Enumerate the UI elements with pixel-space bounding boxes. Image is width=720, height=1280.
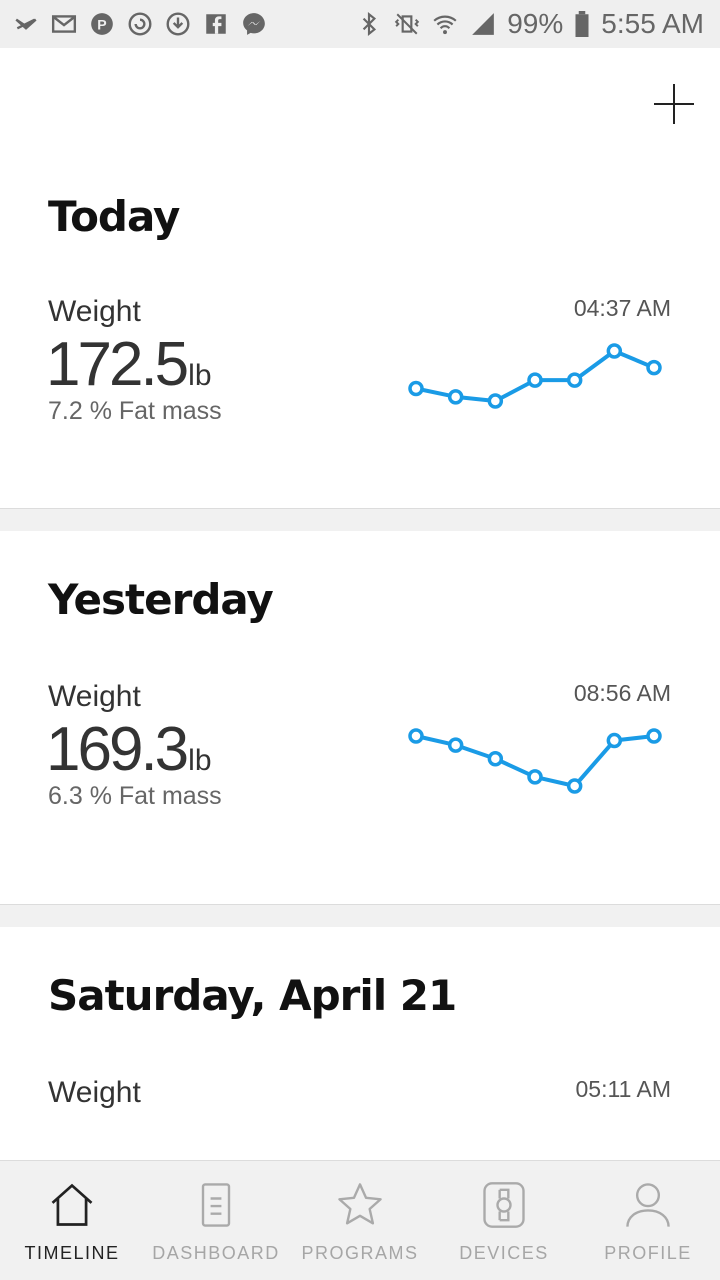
sparkline-point <box>646 359 662 376</box>
nav-label: DASHBOARD <box>152 1243 280 1263</box>
sparkline-point <box>606 732 623 749</box>
day-title: Saturday, April 21 <box>48 971 457 1020</box>
gmail-icon <box>50 10 78 38</box>
messenger-icon <box>240 10 268 38</box>
nav-label: PROFILE <box>604 1243 692 1263</box>
sparkline-point <box>527 372 543 388</box>
nav-devices[interactable]: DEVICES <box>432 1161 576 1280</box>
weight-sparkline <box>408 728 662 794</box>
day-title: Today <box>48 192 180 241</box>
sparkline-point <box>566 372 583 388</box>
wifi-icon <box>431 10 459 38</box>
pinterest-icon: P <box>88 10 116 38</box>
sparkline-point <box>408 728 424 744</box>
entry-label: Weight <box>48 295 141 328</box>
sparkline-point <box>566 778 583 794</box>
sync-icon <box>126 10 154 38</box>
bluetooth-icon <box>355 10 383 38</box>
star-icon <box>338 1183 382 1225</box>
entry-value: 169.3 lb <box>46 714 212 785</box>
entry-label: Weight <box>48 1076 141 1109</box>
add-measurement-button[interactable] <box>654 84 694 124</box>
status-bar: P 99% 5:55 AM <box>0 0 720 48</box>
day-card-today: Today Weight 04:37 AM 172.5 lb 7.2 % Fat… <box>0 48 720 509</box>
fat-mass: 7.2 % Fat mass <box>48 397 222 425</box>
facebook-icon <box>202 10 230 38</box>
battery-icon <box>573 10 591 38</box>
weight-sparkline <box>408 343 662 409</box>
weight-unit: lb <box>188 359 212 392</box>
weight-unit: lb <box>188 744 212 777</box>
sparkline-point <box>487 750 504 767</box>
bottom-nav: TIMELINE DASHBOARD PROGRAMS DEVICES PROF… <box>0 1160 720 1280</box>
status-left: P <box>12 10 268 38</box>
nav-label: TIMELINE <box>24 1243 120 1263</box>
home-icon <box>51 1183 93 1226</box>
sparkline-point <box>408 380 424 397</box>
sparkline-point <box>606 343 623 359</box>
fat-mass: 6.3 % Fat mass <box>48 782 222 810</box>
nav-profile[interactable]: PROFILE <box>576 1161 720 1280</box>
sparkline-point <box>487 393 504 409</box>
notification-off-icon <box>12 10 40 38</box>
nav-timeline[interactable]: TIMELINE <box>0 1161 144 1280</box>
sparkline-point <box>447 737 464 753</box>
timeline-feed[interactable]: Today Weight 04:37 AM 172.5 lb 7.2 % Fat… <box>0 48 720 1160</box>
signal-icon <box>469 10 497 38</box>
entry-time: 05:11 AM <box>575 1076 671 1102</box>
vibrate-icon <box>393 10 421 38</box>
svg-text:P: P <box>97 16 106 32</box>
clock: 5:55 AM <box>601 8 704 39</box>
sparkline-point <box>527 769 543 785</box>
sparkline-point <box>447 389 464 405</box>
nav-dashboard[interactable]: DASHBOARD <box>144 1161 288 1280</box>
day-title: Yesterday <box>48 575 274 624</box>
entry-time: 04:37 AM <box>573 295 671 321</box>
entry-time: 08:56 AM <box>573 680 671 706</box>
nav-label: PROGRAMS <box>301 1243 419 1263</box>
top-bar <box>0 48 720 160</box>
weight-entry[interactable]: Weight 05:11 AM <box>0 1062 720 1160</box>
weight-value: 169.3 <box>46 715 189 784</box>
status-right: 99% 5:55 AM <box>355 8 704 40</box>
weight-entry[interactable]: Weight 08:56 AM 169.3 lb 6.3 % Fat mass <box>0 666 720 866</box>
sparkline-point <box>646 728 662 744</box>
entry-value: 172.5 lb <box>46 329 212 400</box>
weight-entry[interactable]: Weight 04:37 AM 172.5 lb 7.2 % Fat mass <box>0 281 720 481</box>
nav-programs[interactable]: PROGRAMS <box>288 1161 432 1280</box>
day-card-yesterday: Yesterday Weight 08:56 AM 169.3 lb 6.3 %… <box>0 531 720 905</box>
weight-value: 172.5 <box>46 330 189 399</box>
watch-icon <box>483 1182 525 1228</box>
day-card-saturday: Saturday, April 21 Weight 05:11 AM <box>0 927 720 1160</box>
entry-label: Weight <box>48 680 141 713</box>
person-icon <box>626 1183 670 1227</box>
nav-label: DEVICES <box>459 1243 549 1263</box>
download-icon <box>164 10 192 38</box>
dashboard-icon <box>201 1183 231 1227</box>
battery-percent: 99% <box>507 8 564 39</box>
